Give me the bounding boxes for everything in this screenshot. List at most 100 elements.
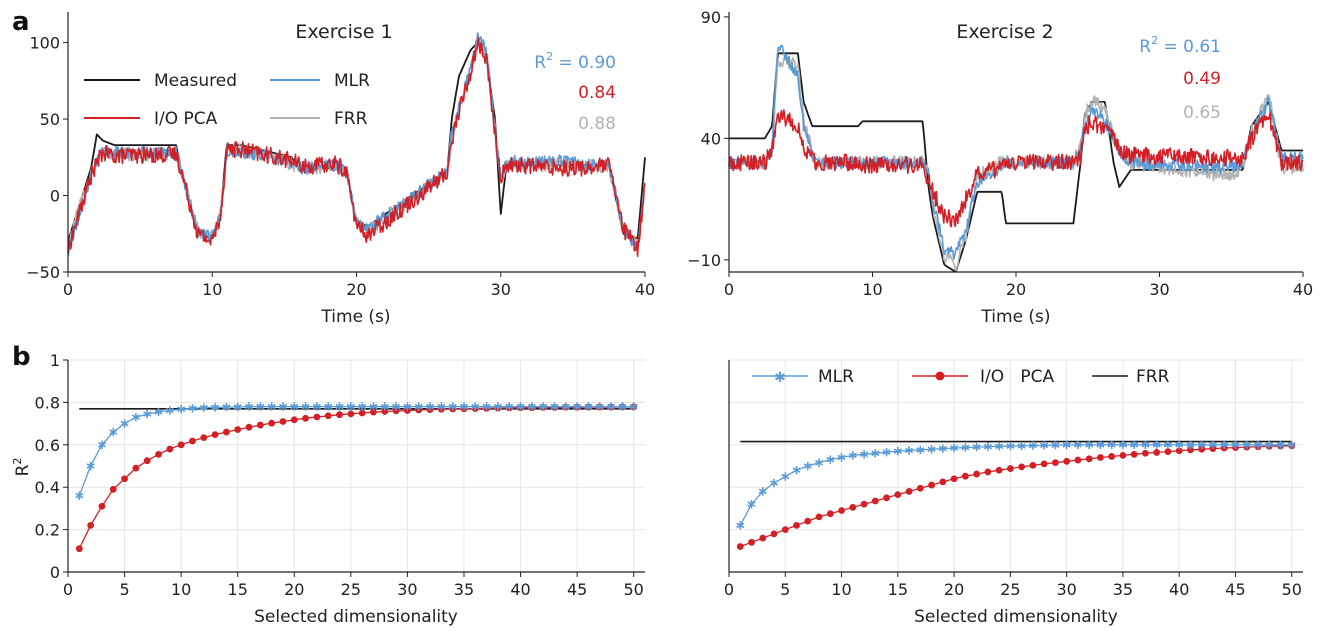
x-tick-label: 15 xyxy=(228,580,248,599)
mlr-point xyxy=(1073,440,1082,449)
x-tick-label: 10 xyxy=(862,280,882,299)
pca-point xyxy=(804,517,812,525)
mlr-point xyxy=(1175,440,1184,449)
mlr-point xyxy=(414,402,423,411)
chart4-grid xyxy=(728,359,1303,572)
legend-measured-label: Measured xyxy=(154,71,237,91)
chart1-series-layer xyxy=(67,32,646,258)
x-tick-label: 20 xyxy=(284,580,304,599)
x-tick-label: 30 xyxy=(1149,280,1169,299)
chart3-ticks: 0 5 10 15 20 25 30 35 40 45 50 0 0.2 0.4 0.6 0.8 1 xyxy=(35,351,644,599)
panel-letter-b: b xyxy=(12,342,31,372)
mlr-point xyxy=(961,443,970,452)
mlr-point xyxy=(916,445,925,455)
mlr-point xyxy=(493,402,502,411)
chart4-series-layer xyxy=(736,440,1296,550)
mlr-point xyxy=(403,402,412,411)
pca-point xyxy=(793,521,800,529)
mlr-point xyxy=(120,419,129,428)
mlr-point xyxy=(629,402,638,411)
mlr-point xyxy=(425,402,435,411)
mlr-point xyxy=(1051,441,1060,450)
pca-point xyxy=(860,500,868,508)
mlr-point xyxy=(244,402,254,411)
x-tick-label: 35 xyxy=(454,580,474,599)
mlr-point xyxy=(188,404,197,413)
mlr-point xyxy=(561,402,570,411)
mlr-point xyxy=(1118,440,1127,449)
mlr-point xyxy=(871,449,880,458)
series-line-mlr xyxy=(739,444,1292,526)
mlr-point xyxy=(972,442,981,452)
legend-pca-label: I/O PCA xyxy=(154,109,218,129)
mlr-point xyxy=(595,402,604,411)
y-tick-label: 0.4 xyxy=(35,478,60,497)
mlr-point xyxy=(781,472,790,481)
mlr-point xyxy=(1130,440,1139,449)
mlr-point xyxy=(97,440,106,449)
mlr-point xyxy=(950,443,959,453)
pca-point xyxy=(1074,456,1082,464)
mlr-point xyxy=(335,402,344,411)
mlr-point xyxy=(290,402,299,411)
x-tick-label: 20 xyxy=(1006,280,1026,299)
mlr-point xyxy=(983,442,992,451)
pca-point xyxy=(302,414,309,422)
pca-point xyxy=(279,418,287,425)
mlr-point xyxy=(358,402,367,411)
chart2-r2-pca: 0.49 xyxy=(1183,69,1221,89)
pca-point xyxy=(290,416,298,424)
x-tick-label: 5 xyxy=(780,580,790,599)
pca-point xyxy=(916,484,924,492)
y-tick-label: 0 xyxy=(50,563,60,582)
mlr-point xyxy=(1107,440,1116,449)
y-tick-label: 40 xyxy=(701,129,721,148)
pca-point xyxy=(1018,463,1026,471)
pca-point xyxy=(1063,457,1071,465)
legend2-pca-label: I/O PCA xyxy=(980,367,1054,387)
chart1-title: Exercise 1 xyxy=(295,21,392,43)
legend2-mlr-label: MLR xyxy=(818,367,854,387)
mlr-point xyxy=(837,453,846,462)
mlr-point xyxy=(267,402,276,411)
legend-frr-label: FRR xyxy=(334,109,368,129)
x-tick-label: 40 xyxy=(1293,280,1313,299)
x-tick-label: 35 xyxy=(1113,580,1133,599)
mlr-point xyxy=(75,491,84,500)
mlr-point xyxy=(1287,440,1296,449)
mlr-point xyxy=(995,442,1004,451)
mlr-point xyxy=(1197,440,1206,449)
legend2-mlr-marker: ✱ xyxy=(774,370,786,386)
pca-point xyxy=(1153,449,1161,456)
x-tick-label: 30 xyxy=(397,580,417,599)
pca-point xyxy=(155,450,162,458)
x-tick-label: 30 xyxy=(1056,580,1076,599)
pca-point xyxy=(939,478,947,486)
pca-point xyxy=(838,507,845,514)
mlr-point xyxy=(1208,440,1218,449)
mlr-point xyxy=(814,458,824,467)
mlr-point xyxy=(1085,440,1094,449)
chart-exercise-2: Exercise 2 0 10 20 30 40 −10 40 90 Time (s) R2 … xyxy=(687,8,1313,327)
pca-point xyxy=(222,428,230,436)
pca-point xyxy=(358,409,366,417)
pca-point xyxy=(324,412,332,420)
mlr-point xyxy=(860,450,869,459)
y-tick-label: 0.6 xyxy=(35,436,60,455)
mlr-point xyxy=(893,447,902,456)
y-tick-label: 0.2 xyxy=(35,521,60,540)
mlr-point xyxy=(369,402,378,411)
mlr-point xyxy=(301,402,310,411)
chart2-r2-frr: 0.65 xyxy=(1183,103,1221,123)
mlr-point xyxy=(607,402,616,411)
chart1-r2-pca: 0.84 xyxy=(578,83,616,103)
mlr-point xyxy=(550,402,559,411)
pca-point xyxy=(1051,459,1059,467)
pca-point xyxy=(1029,461,1037,469)
pca-point xyxy=(736,543,744,550)
mlr-point xyxy=(482,402,491,411)
pca-point xyxy=(770,530,778,538)
mlr-point xyxy=(86,461,95,471)
x-tick-label: 45 xyxy=(567,580,587,599)
